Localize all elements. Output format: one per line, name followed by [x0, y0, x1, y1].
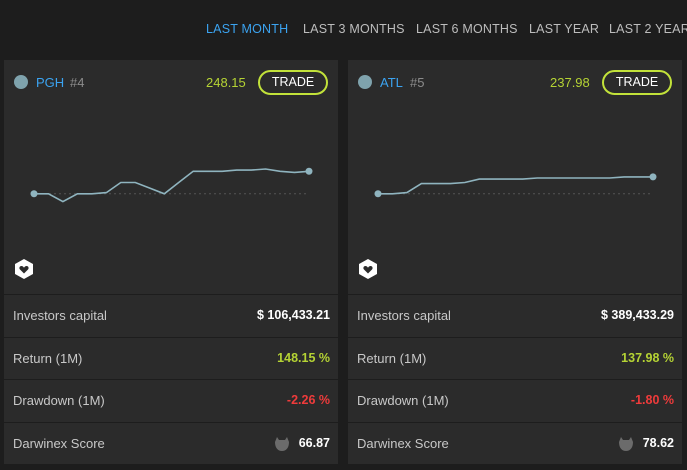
metric-label: Drawdown (1M): [357, 393, 449, 408]
shield-heart-icon: [15, 259, 33, 279]
sparkline-end-point: [649, 173, 657, 181]
metric-label: Darwinex Score: [13, 435, 105, 451]
tab-last-3-months[interactable]: LAST 3 MONTHS: [303, 22, 405, 36]
metric-return: Return (1M) 137.98 %: [348, 336, 682, 380]
card-header: ATL #5 237.98 TRADE: [348, 60, 682, 104]
metric-investors-capital: Investors capital $ 389,433.29: [348, 294, 682, 337]
metric-label: Investors capital: [13, 308, 107, 323]
sparkline-chart: [374, 173, 657, 198]
metric-drawdown: Drawdown (1M) -1.80 %: [348, 379, 682, 422]
metric-label: Investors capital: [357, 308, 451, 323]
darwin-price: 237.98: [550, 75, 590, 90]
metric-value: 148.15 %: [277, 350, 330, 365]
darwin-ticker[interactable]: PGH: [36, 75, 65, 90]
metric-value: 78.62: [642, 435, 674, 450]
metric-label: Drawdown (1M): [13, 393, 105, 408]
metric-value: 137.98 %: [621, 350, 674, 365]
sparkline-start-point: [374, 190, 382, 198]
trade-button[interactable]: TRADE: [258, 70, 328, 95]
shield-heart-icon: [359, 259, 377, 279]
sparkline-chart: [30, 167, 313, 203]
metric-value: $ 389,433.29: [601, 308, 674, 322]
score-badge-icon: [619, 436, 633, 451]
sparkline-series: [34, 168, 310, 203]
trade-button[interactable]: TRADE: [602, 70, 672, 95]
metrics-list: Investors capital $ 389,433.29 Return (1…: [348, 294, 682, 464]
metric-darwinex-score: Darwinex Score 78.62: [348, 421, 682, 465]
darwin-rank: #4: [70, 75, 85, 90]
metrics-list: Investors capital $ 106,433.21 Return (1…: [4, 294, 338, 464]
period-tabs: LAST MONTH LAST 3 MONTHS LAST 6 MONTHS L…: [0, 0, 687, 60]
metric-darwinex-score: Darwinex Score 66.87: [4, 421, 338, 465]
metric-drawdown: Drawdown (1M) -2.26 %: [4, 379, 338, 422]
status-dot: [358, 75, 372, 89]
sparkline-series: [378, 176, 653, 195]
tab-last-year[interactable]: LAST YEAR: [529, 22, 600, 36]
metric-value: -1.80 %: [630, 393, 674, 407]
metric-value: 66.87: [298, 435, 330, 450]
darwin-card-atl[interactable]: ATL #5 237.98 TRADE Investors capital $ …: [348, 60, 682, 464]
darwin-card-pgh[interactable]: PGH #4 248.15 TRADE Investors capital $ …: [4, 60, 338, 464]
card-header: PGH #4 248.15 TRADE: [4, 60, 338, 104]
metric-investors-capital: Investors capital $ 106,433.21: [4, 294, 338, 337]
darwin-price: 248.15: [206, 75, 246, 90]
darwin-rank: #5: [410, 75, 425, 90]
metric-value: -2.26 %: [286, 393, 330, 407]
status-dot: [14, 75, 28, 89]
sparkline-start-point: [30, 190, 38, 198]
metric-label: Return (1M): [13, 350, 83, 366]
score-badge-icon: [275, 436, 289, 451]
metric-return: Return (1M) 148.15 %: [4, 336, 338, 380]
darwin-ticker[interactable]: ATL: [380, 75, 403, 90]
tab-last-6-months[interactable]: LAST 6 MONTHS: [416, 22, 518, 36]
metric-value: $ 106,433.21: [257, 308, 330, 322]
metric-label: Darwinex Score: [357, 435, 449, 451]
tab-last-2-years[interactable]: LAST 2 YEARS: [609, 22, 687, 36]
tab-last-month[interactable]: LAST MONTH: [206, 22, 289, 36]
metric-label: Return (1M): [357, 350, 427, 366]
sparkline-end-point: [305, 167, 313, 175]
